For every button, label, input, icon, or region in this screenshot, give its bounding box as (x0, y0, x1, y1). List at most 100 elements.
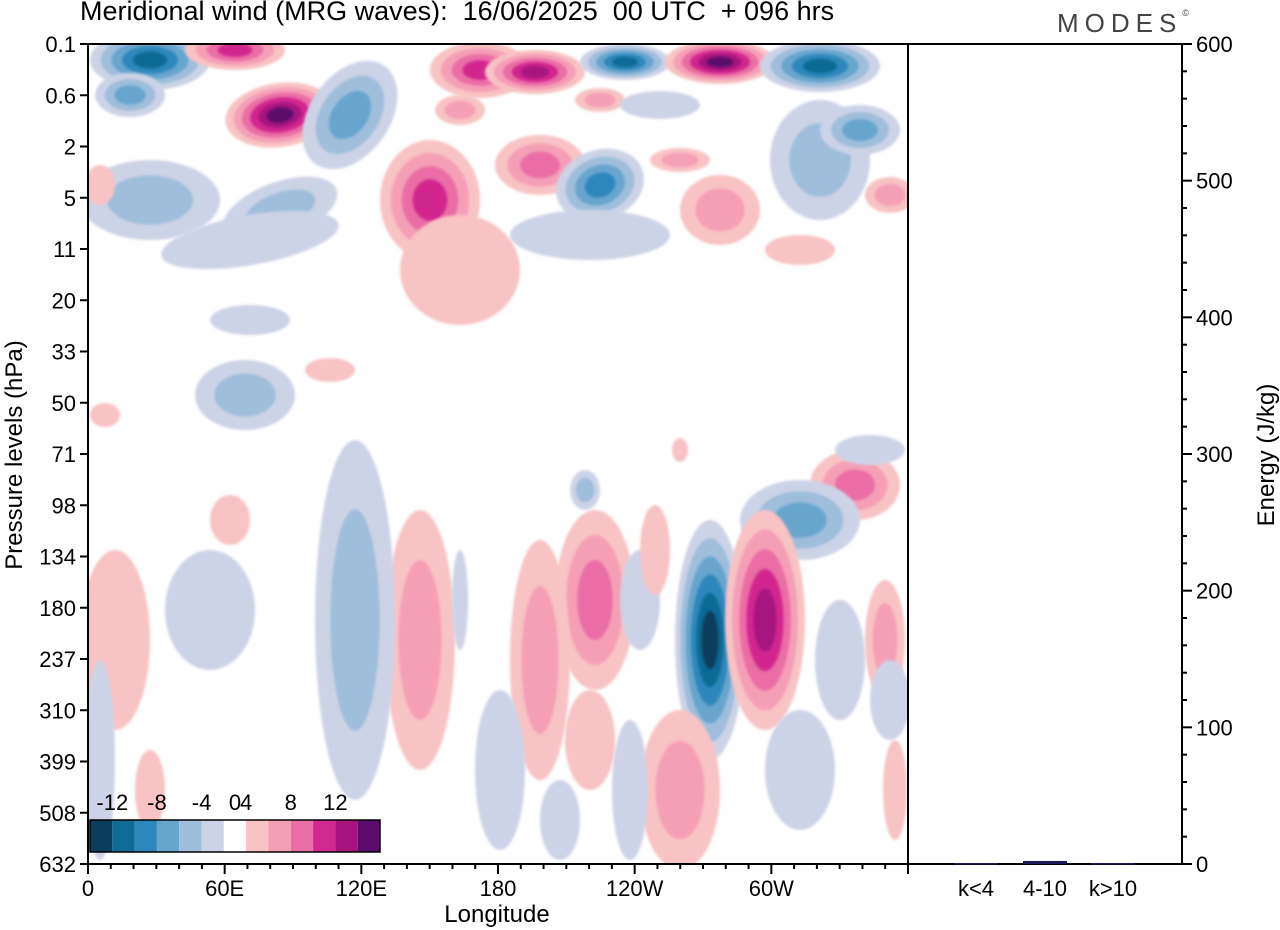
energy-frame (907, 43, 1183, 865)
colorbar-swatch (313, 820, 336, 852)
energy-tick-label: 600 (1196, 32, 1233, 57)
energy-tick-label: 200 (1196, 579, 1233, 604)
negative-wind-contour (540, 780, 580, 860)
positive-wind-contour (765, 235, 835, 265)
pressure-tick-label: 508 (39, 801, 76, 826)
negative-wind-contour (835, 435, 905, 465)
negative-wind-contour (165, 550, 255, 670)
energy-bar (1091, 863, 1135, 865)
pressure-tick-label: 11 (53, 237, 76, 262)
positive-wind-contour (520, 65, 550, 79)
positive-wind-contour (577, 560, 613, 640)
negative-wind-contour (612, 56, 638, 68)
positive-wind-contour (655, 740, 705, 840)
energy-axis-title: Energy (J/kg) (1253, 384, 1280, 527)
pressure-tick-label: 399 (39, 750, 76, 775)
negative-wind-contour (452, 550, 468, 650)
energy-tick-label: 500 (1196, 169, 1233, 194)
colorbar-swatch (290, 820, 314, 852)
colorbar-swatch (179, 820, 202, 852)
energy-category-label: k<4 (958, 876, 994, 901)
negative-wind-contour (842, 118, 878, 142)
negative-wind-contour (575, 477, 595, 503)
energy-tick-label: 0 (1196, 852, 1208, 877)
brand-text: MODES (1057, 8, 1183, 38)
colorbar-label: 12 (323, 790, 347, 815)
pressure-tick-label: 180 (39, 596, 76, 621)
contour-fields (88, 44, 908, 864)
negative-wind-contour (870, 660, 908, 740)
positive-wind-contour (210, 495, 250, 545)
colorbar-swatch (246, 820, 269, 852)
energy-category-label: k>10 (1089, 876, 1137, 901)
colorbar-swatch (156, 820, 180, 852)
negative-wind-contour (328, 90, 372, 140)
energy-tick-label: 100 (1196, 715, 1233, 740)
colorbar-swatch (90, 820, 113, 852)
energy-panel: 0 100 200 300 400 500 600 k<4 4-10 k>10 Energy (… (907, 32, 1280, 901)
colorbar-swatch (335, 820, 358, 852)
pressure-tick-label: 632 (39, 852, 76, 877)
positive-wind-contour (874, 183, 906, 207)
longitude-tick-label: 60W (749, 876, 794, 901)
positive-wind-contour (444, 100, 476, 120)
energy-tick-label: 300 (1196, 442, 1233, 467)
colorbar-label: -4 (192, 790, 212, 815)
negative-wind-contour (584, 172, 616, 198)
energy-tick-label: 400 (1196, 305, 1233, 330)
negative-wind-contour (210, 305, 290, 335)
colorbar-label: -8 (147, 790, 167, 815)
negative-wind-contour (161, 210, 339, 270)
pressure-tick-label: 71 (52, 442, 76, 467)
positive-wind-contour (565, 690, 615, 790)
pressure-axis: 0.1 0.6 2 5 11 20 33 50 71 98 134 180 237 310 399 508 63… (39, 32, 88, 877)
colorbar-swatch (134, 820, 157, 852)
positive-wind-contour (412, 179, 448, 221)
x-axis-title: Longitude (444, 901, 549, 928)
negative-wind-contour (88, 660, 115, 860)
negative-wind-contour (214, 373, 276, 417)
colorbar-label: -12 (96, 790, 128, 815)
pressure-tick-label: 2 (64, 135, 76, 160)
pressure-tick-label: 134 (39, 545, 76, 570)
positive-wind-contour (521, 586, 559, 734)
pressure-tick-label: 33 (52, 340, 76, 365)
colorbar-swatch (112, 820, 135, 852)
longitude-tick-label: 120E (336, 876, 387, 901)
longitude-tick-label: 0 (82, 876, 94, 901)
positive-wind-contour (584, 92, 616, 108)
pressure-tick-label: 0.6 (45, 83, 76, 108)
positive-wind-contour (305, 358, 355, 382)
negative-wind-contour (106, 175, 194, 225)
positive-wind-contour (88, 165, 115, 205)
pressure-tick-label: 20 (52, 288, 76, 313)
positive-wind-contour (90, 403, 120, 427)
pressure-tick-label: 310 (39, 698, 76, 723)
negative-wind-contour (620, 91, 700, 119)
colorbar-label: 8 (285, 790, 297, 815)
colorbar-label: 4 (240, 790, 252, 815)
longitude-tick-label: 60E (205, 876, 244, 901)
pressure-tick-label: 0.1 (45, 32, 76, 57)
positive-wind-contour (400, 215, 520, 325)
negative-wind-contour (330, 509, 380, 731)
negative-wind-contour (510, 210, 670, 260)
colorbar-labels: -12 -8 -4 04 8 12 (96, 790, 347, 815)
energy-bars (954, 860, 1135, 865)
energy-axis: 0 100 200 300 400 500 600 (1182, 32, 1233, 877)
positive-wind-contour (706, 56, 734, 68)
energy-category-label: 4-10 (1023, 876, 1067, 901)
colorbar-swatch (268, 820, 291, 852)
longitude-axis: 0 60E 120E 180 120W 60W (82, 864, 909, 901)
positive-wind-contour (753, 588, 777, 652)
negative-wind-contour (765, 710, 835, 830)
y-axis-title: Pressure levels (hPa) (1, 340, 28, 569)
positive-wind-contour (661, 152, 699, 168)
positive-wind-contour (135, 750, 165, 830)
positive-wind-contour (398, 560, 442, 720)
longitude-tick-label: 180 (480, 876, 517, 901)
colorbar-frame (89, 819, 381, 853)
copyright-mark: © (1182, 8, 1189, 18)
pressure-tick-label: 5 (64, 186, 76, 211)
